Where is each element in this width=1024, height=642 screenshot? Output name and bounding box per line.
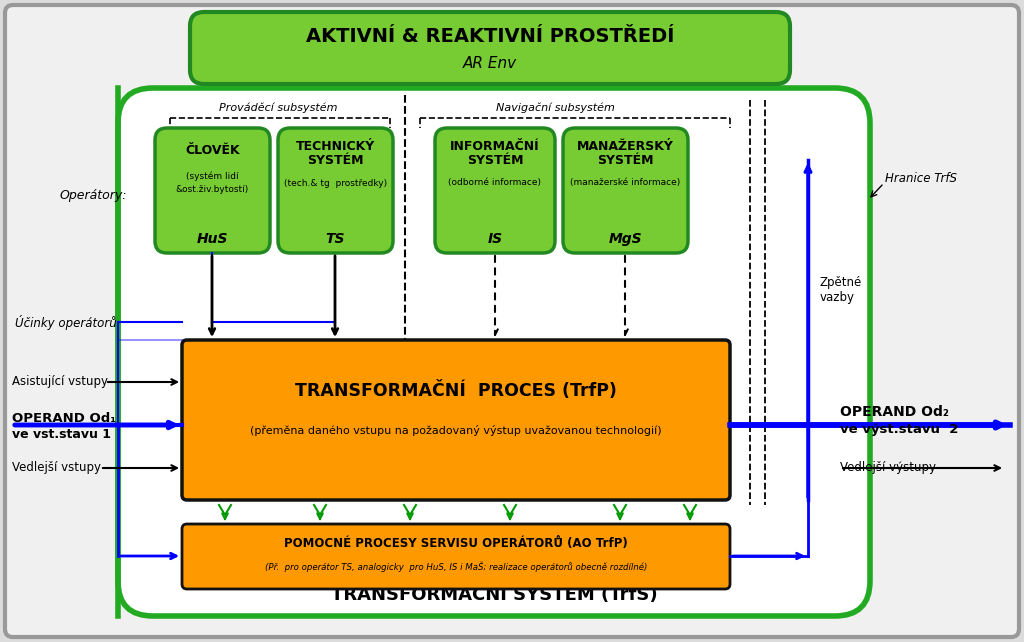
Text: SYSTÉM: SYSTÉM [597,153,653,166]
Text: TS: TS [326,232,345,246]
Text: MgS: MgS [608,232,642,246]
Text: (Př.  pro operátor TS, analogicky  pro HuS, IS i MaŠ; realizace operátorů obecně: (Př. pro operátor TS, analogicky pro HuS… [265,562,647,572]
FancyBboxPatch shape [190,12,790,84]
Text: (systém lidí: (systém lidí [186,171,239,181]
FancyBboxPatch shape [155,128,270,253]
Text: &ost.živ.bytostí): &ost.živ.bytostí) [176,184,249,193]
Text: SYSTÉM: SYSTÉM [307,153,364,166]
Text: Vedlejší vstupy: Vedlejší vstupy [12,462,101,474]
Text: Hranice TrfS: Hranice TrfS [885,171,957,184]
Text: Operátory:: Operátory: [60,189,128,202]
Text: (přeměna daného vstupu na požadovaný výstup uvažovanou technologií): (přeměna daného vstupu na požadovaný výs… [250,424,662,435]
Text: SYSTÉM: SYSTÉM [467,153,523,166]
Text: TECHNICKÝ: TECHNICKÝ [296,139,375,153]
Text: (tech.& tg  prostředky): (tech.& tg prostředky) [284,178,387,187]
Text: OPERAND Od₁: OPERAND Od₁ [12,412,116,424]
FancyBboxPatch shape [435,128,555,253]
Text: (manažerské informace): (manažerské informace) [570,178,681,187]
Text: Vedlejší výstupy: Vedlejší výstupy [840,462,936,474]
Text: (odborné informace): (odborné informace) [449,178,542,187]
Text: ČLOVĚK: ČLOVĚK [185,144,240,157]
Text: Asistující vstupy: Asistující vstupy [12,376,108,388]
Text: AKTIVNÍ & REAKTIVNÍ PROSTŘEDÍ: AKTIVNÍ & REAKTIVNÍ PROSTŘEDÍ [306,26,674,46]
Text: AR Env: AR Env [463,56,517,71]
Text: Účinky operátorů:: Účinky operátorů: [15,315,121,329]
Text: POMOCNÉ PROCESY SERVISU OPERÁTORŮ (AO TrfP): POMOCNÉ PROCESY SERVISU OPERÁTORŮ (AO Tr… [284,537,628,550]
Text: HuS: HuS [197,232,228,246]
Text: ve vst.stavu 1: ve vst.stavu 1 [12,428,111,440]
Text: ve výst.stavu  2: ve výst.stavu 2 [840,424,958,437]
FancyBboxPatch shape [182,524,730,589]
Text: Zpětné
vazby: Zpětné vazby [820,276,862,304]
Text: MANAŽERSKÝ: MANAŽERSKÝ [578,139,674,153]
FancyBboxPatch shape [182,340,730,500]
Text: TRANSFORMAČNÍ SYSTÉM (TrfS): TRANSFORMAČNÍ SYSTÉM (TrfS) [331,584,657,603]
Text: TRANSFORMAČNÍ  PROCES (TrfP): TRANSFORMAČNÍ PROCES (TrfP) [295,381,616,399]
Text: Prováděcí subsystém: Prováděcí subsystém [219,103,337,113]
FancyBboxPatch shape [118,88,870,616]
Text: IS: IS [487,232,503,246]
Text: INFORMAČNÍ: INFORMAČNÍ [451,139,540,153]
FancyBboxPatch shape [5,5,1019,637]
Text: Navigační subsystém: Navigační subsystém [496,103,614,113]
Text: OPERAND Od₂: OPERAND Od₂ [840,405,949,419]
FancyBboxPatch shape [563,128,688,253]
FancyBboxPatch shape [278,128,393,253]
